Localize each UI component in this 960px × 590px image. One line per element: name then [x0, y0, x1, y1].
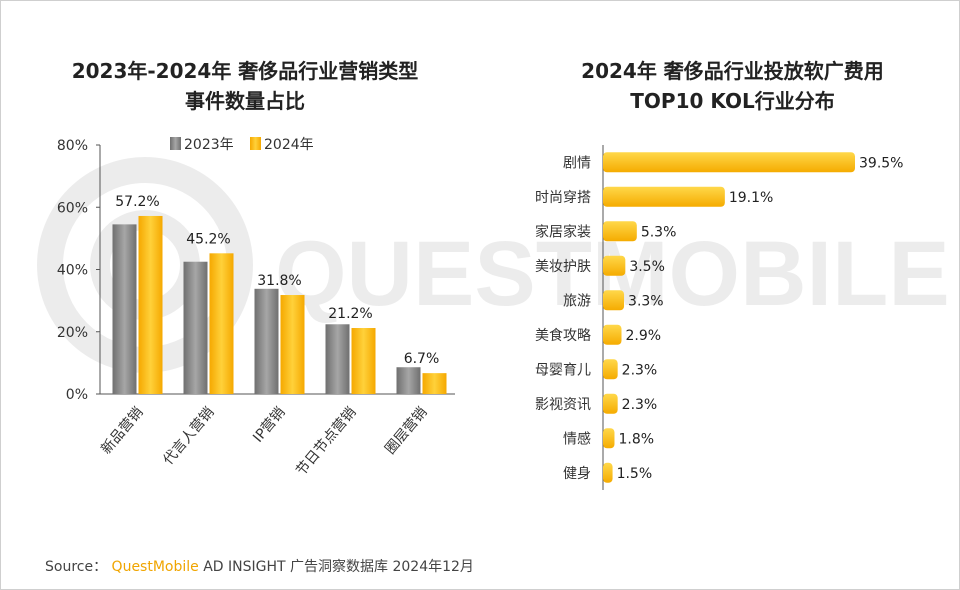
hbar: [603, 221, 637, 242]
right-chart-title: 2024年 奢侈品行业投放软广费用 TOP10 KOL行业分布: [505, 56, 960, 116]
hbar-data-label: 2.9%: [626, 328, 662, 344]
category-label: 代言人营销: [160, 404, 217, 468]
y-tick-label: 40%: [57, 263, 88, 279]
category-label: 剧情: [563, 155, 591, 171]
bar-2023年: [112, 224, 137, 394]
hbar-data-label: 19.1%: [729, 190, 773, 206]
category-label: 时尚穿搭: [535, 190, 591, 206]
hbar: [603, 393, 618, 414]
bar-data-label: 6.7%: [404, 351, 440, 367]
category-label: 健身: [563, 466, 591, 482]
bar-2024年: [422, 373, 447, 394]
y-tick-label: 60%: [57, 200, 88, 216]
hbar-data-label: 1.5%: [617, 466, 653, 482]
bar-2024年: [351, 328, 376, 394]
category-label: 母婴育儿: [535, 362, 591, 378]
legend-label: 2024年: [264, 137, 314, 153]
hbar: [603, 428, 615, 449]
category-label: 美妆护肤: [535, 259, 591, 275]
source-rest: AD INSIGHT 广告洞察数据库 2024年12月: [203, 559, 474, 575]
bar-data-label: 31.8%: [257, 273, 301, 289]
hbar: [603, 324, 622, 345]
left-title-line2: 事件数量占比: [185, 89, 305, 113]
left-chart-title: 2023年-2024年 奢侈品行业营销类型 事件数量占比: [40, 56, 450, 116]
y-tick-label: 0%: [66, 387, 88, 403]
right-title-line1: 2024年 奢侈品行业投放软广费用: [581, 59, 884, 83]
bar-2023年: [254, 288, 279, 394]
bar-2023年: [396, 367, 421, 394]
y-tick-label: 20%: [57, 325, 88, 341]
category-label: 情感: [563, 430, 591, 447]
legend-swatch-2023年: [170, 137, 181, 150]
hbar: [603, 290, 625, 311]
hbar-data-label: 2.3%: [622, 397, 658, 413]
bar-2024年: [280, 295, 305, 394]
bar-2023年: [183, 261, 208, 394]
source-label: Source：: [45, 559, 108, 575]
hbar: [603, 255, 626, 276]
category-label: 家居家装: [535, 223, 591, 240]
category-label: 新品营销: [98, 404, 146, 457]
bar-2024年: [138, 215, 163, 394]
bar-data-label: 21.2%: [328, 306, 372, 322]
category-label: 影视资讯: [535, 397, 591, 413]
hbar: [603, 186, 725, 207]
hbar: [603, 359, 618, 380]
hbar-data-label: 5.3%: [641, 224, 677, 240]
bar-data-label: 57.2%: [115, 194, 159, 210]
right-title-line2: TOP10 KOL行业分布: [630, 89, 835, 113]
bar-2023年: [325, 324, 350, 394]
category-label: IP营销: [250, 404, 288, 445]
category-label: 圈层营销: [382, 404, 430, 457]
bar-data-label: 45.2%: [186, 231, 230, 247]
hbar-data-label: 1.8%: [618, 431, 654, 447]
category-label: 旅游: [563, 293, 591, 309]
legend-label: 2023年: [184, 137, 234, 153]
hbar: [603, 152, 855, 173]
legend-swatch-2024年: [250, 137, 261, 150]
category-label: 美食攻略: [535, 327, 591, 344]
hbar-data-label: 2.3%: [622, 362, 658, 378]
left-title-line1: 2023年-2024年 奢侈品行业营销类型: [71, 59, 419, 83]
source-brand: QuestMobile: [111, 559, 199, 575]
hbar-data-label: 3.5%: [629, 259, 665, 275]
hbar-data-label: 3.3%: [628, 293, 664, 309]
hbar-data-label: 39.5%: [859, 155, 903, 171]
y-tick-label: 80%: [57, 138, 88, 154]
bar-2024年: [209, 253, 234, 394]
hbar: [603, 462, 613, 483]
right-bar-chart: 剧情 39.5% 时尚穿搭 19.1% 家居家装 5.3% 美妆护肤 3.5% 旅游 3.3% 美食…: [535, 145, 903, 490]
category-label: 节日节点营销: [293, 404, 359, 479]
source-note: Source： QuestMobile AD INSIGHT 广告洞察数据库 2…: [45, 556, 474, 576]
